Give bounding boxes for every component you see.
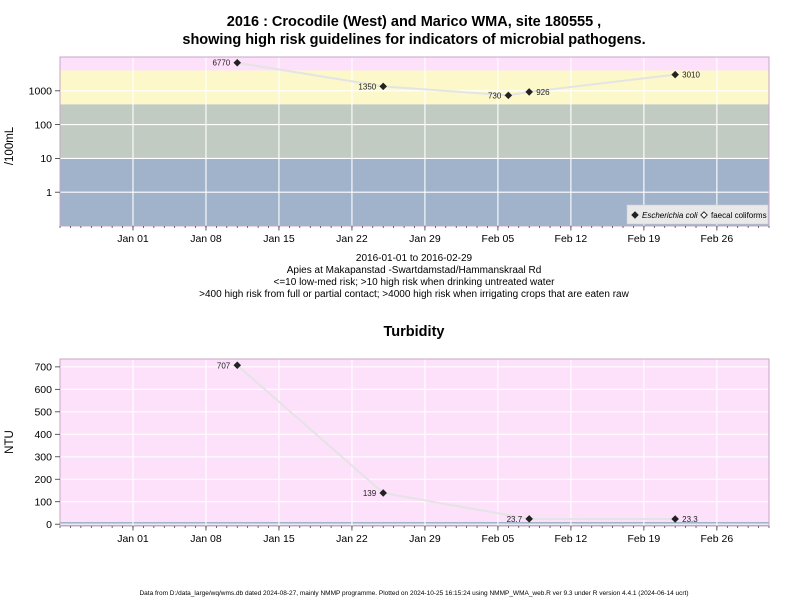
chart2-data-point-1 <box>379 489 387 497</box>
chart1-caption-line2: Apies at Makapanstad -Swartdamstad/Hamma… <box>287 265 542 276</box>
chart1-caption-line1: 2016-01-01 to 2016-02-29 <box>356 253 473 264</box>
chart1-x-tick-label-5: Feb 05 <box>482 233 515 245</box>
chart1-x-tick-label-8: Feb 26 <box>701 233 734 245</box>
chart2-data-label-1: 139 <box>363 489 377 498</box>
chart1-legend-marker-ecoli <box>631 211 639 219</box>
chart1-x-tick-label-1: Jan 08 <box>190 233 222 245</box>
chart2-x-tick-label-4: Jan 29 <box>409 533 441 545</box>
footer-note: Data from D:/data_large/wq/wms.db dated … <box>139 590 688 597</box>
chart1-data-point-2 <box>504 91 513 100</box>
chart1-x-tick-label-2: Jan 15 <box>263 233 295 245</box>
chart1-title-line2: showing high risk guidelines for indicat… <box>182 32 645 48</box>
chart2-y-axis-label: NTU <box>4 430 16 454</box>
chart1-caption-line4: >400 high risk from full or partial cont… <box>199 289 629 300</box>
chart1-data-label-0: 6770 <box>212 59 230 68</box>
chart1-x-tick-label-0: Jan 01 <box>117 233 149 245</box>
chart1-legend-box <box>626 204 769 225</box>
chart2-band-1 <box>60 359 769 522</box>
chart1-data-point-4 <box>671 70 679 79</box>
chart2-y-tick-label-3: 300 <box>34 452 52 464</box>
chart2-plot-area: Jan 01 Jan 08 Jan 15 Jan 22 Jan 29 Feb 05 Feb … <box>34 358 770 545</box>
chart2-data-label-2: 23.7 <box>507 515 523 524</box>
chart1-data-label-2: 730 <box>488 91 502 100</box>
chart1-data-point-0 <box>233 58 242 67</box>
chart2-x-tick-label-3: Jan 22 <box>336 533 368 545</box>
chart2-data-point-0 <box>233 361 242 370</box>
chart1-data-label-3: 926 <box>536 88 550 97</box>
chart1-y-tick-label-1: 10 <box>40 153 52 165</box>
chart2-x-tick-label-1: Jan 08 <box>190 533 222 545</box>
chart1-x-tick-label-4: Jan 29 <box>409 233 441 245</box>
chart2-series-line-0 <box>236 364 676 520</box>
chart1-x-tick-label-6: Feb 12 <box>555 233 588 245</box>
chart2-data-point-2 <box>525 515 533 523</box>
chart1-legend-label-faecal: faecal coliforms <box>711 211 767 220</box>
chart2-y-tick-label-7: 700 <box>34 362 52 374</box>
chart2-y-tick-label-4: 400 <box>34 429 52 441</box>
chart1-band-1 <box>60 104 769 159</box>
chart2-data-label-0: 707 <box>217 361 231 370</box>
chart1-y-tick-label-3: 1000 <box>29 86 53 98</box>
chart1-y-axis-label: /100mL <box>4 126 16 165</box>
chart2-y-tick-label-2: 200 <box>34 474 52 486</box>
chart2-data-point-3 <box>671 515 679 523</box>
chart1-y-tick-label-2: 100 <box>34 119 52 131</box>
chart2-x-tick-label-6: Feb 12 <box>555 533 588 545</box>
chart1-x-tick-label-7: Feb 19 <box>628 233 661 245</box>
chart1-caption-line3: <=10 low-med risk; >10 high risk when dr… <box>274 277 556 288</box>
chart2-x-tick-label-0: Jan 01 <box>117 533 149 545</box>
chart1-y-tick-label-0: 1 <box>46 187 52 199</box>
chart2-y-tick-label-6: 600 <box>34 384 52 396</box>
chart1-x-tick-label-3: Jan 22 <box>336 233 368 245</box>
chart2-data-label-3: 23.3 <box>682 515 698 524</box>
chart1-band-3 <box>60 57 769 71</box>
chart1-data-label-4: 3010 <box>682 71 700 80</box>
chart1-legend-marker-faecal <box>700 211 708 219</box>
chart2-x-tick-label-8: Feb 26 <box>701 533 734 545</box>
chart1-data-point-3 <box>525 88 533 96</box>
chart2-y-tick-label-0: 0 <box>46 519 52 531</box>
chart1-data-point-1 <box>379 82 387 91</box>
chart2-title: Turbidity <box>384 324 445 340</box>
chart2-x-tick-label-2: Jan 15 <box>263 533 295 545</box>
chart2-x-tick-label-7: Feb 19 <box>628 533 661 545</box>
chart1-title-line1: 2016 : Crocodile (West) and Marico WMA, … <box>227 14 601 30</box>
chart1-legend: Escherichia coli faecal coliforms <box>626 204 769 225</box>
chart2-y-tick-label-5: 500 <box>34 407 52 419</box>
chart1-legend-label-ecoli: Escherichia coli <box>642 211 698 220</box>
chart1-data-label-1: 1350 <box>358 82 376 91</box>
chart2-x-tick-label-5: Feb 05 <box>482 533 515 545</box>
chart1-band-2 <box>60 70 769 105</box>
chart2-y-tick-label-1: 100 <box>34 497 52 509</box>
chart1-plot-area: Jan 01 Jan 08 Jan 15 Jan 22 Jan 29 Feb 05 Feb … <box>29 56 770 245</box>
